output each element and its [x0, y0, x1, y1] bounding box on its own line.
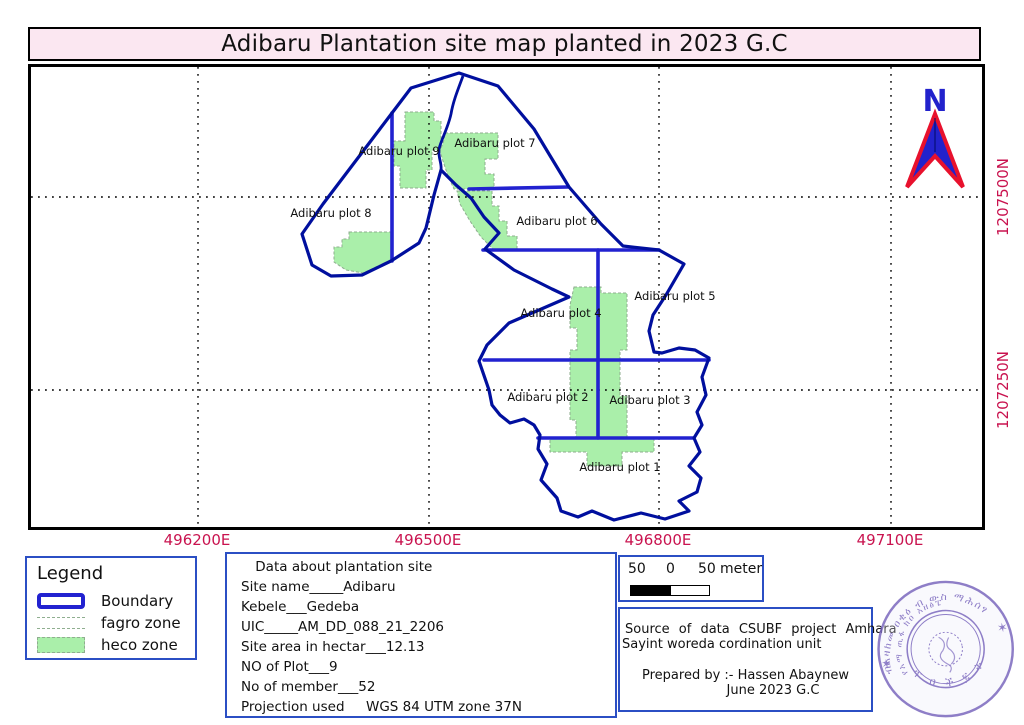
- map-title: Adibaru Plantation site map planted in 2…: [221, 31, 788, 57]
- north-arrow: N: [905, 84, 965, 189]
- plot-label-7: Adibaru plot 7: [454, 136, 535, 150]
- plot-label-1: Adibaru plot 1: [579, 460, 660, 474]
- legend-label-heco: heco zone: [101, 636, 178, 654]
- easting-label-496200: 496200E: [163, 531, 231, 549]
- northing-label-1207250: 1207250N: [994, 350, 1012, 430]
- map-drawing: Adibaru plot 9 Adibaru plot 7 Adibaru pl…: [31, 67, 982, 527]
- plot-labels: Adibaru plot 9 Adibaru plot 7 Adibaru pl…: [290, 136, 715, 474]
- site-name-line: Site name_____Adibaru: [241, 579, 396, 595]
- kebele-line: Kebele___Gedeba: [241, 599, 360, 615]
- plot-label-3: Adibaru plot 3: [609, 393, 690, 407]
- uic-line: UIC_____AM_DD_088_21_2206: [241, 619, 445, 635]
- map-canvas: Adibaru plot 9 Adibaru plot 7 Adibaru pl…: [28, 64, 985, 530]
- stamp-inner-ring-1: [906, 609, 985, 689]
- plot-count-line: NO of Plot___9: [241, 659, 338, 675]
- site-area-line: Site area in hectar___12.13: [241, 639, 425, 655]
- plot-label-4: Adibaru plot 4: [520, 306, 601, 320]
- plot-label-9: Adibaru plot 9: [358, 144, 439, 158]
- easting-label-496800: 496800E: [624, 531, 692, 549]
- projection-line: Projection used WGS 84 UTM zone 37N: [241, 699, 522, 715]
- scale-right-value: 50: [698, 561, 716, 577]
- site-info-heading: Data about plantation site: [251, 559, 433, 575]
- scale-unit-label: meter: [720, 561, 763, 577]
- scale-bar-icon: [630, 585, 710, 596]
- source-line-2: Sayint woreda cordination unit: [622, 637, 822, 652]
- stamp-emblem-scribble: [938, 636, 956, 673]
- heco-zones: [333, 111, 655, 467]
- legend-item-fagro: fagro zone: [37, 612, 185, 634]
- prepared-by-line: Prepared by :- Hassen Abaynew: [642, 668, 849, 683]
- legend-panel: Legend Boundary fagro zone heco zone: [25, 556, 197, 660]
- official-stamp: ብአዛከመ ዐቂዕ ብ ውስ ማሕሰፃ የአማ ጢፋ ክዐ አዘፅፔ ፕ በ ች…: [872, 580, 1014, 718]
- heco-zone-central-strip: [549, 286, 655, 467]
- member-count-line: No of member___52: [241, 679, 376, 695]
- easting-label-497100: 497100E: [856, 531, 924, 549]
- scale-bar-panel: 50 0 50 meter: [618, 555, 764, 602]
- grid-lines: [31, 67, 982, 527]
- stamp-star-left-icon: ✶: [880, 656, 895, 673]
- legend-title: Legend: [37, 563, 104, 584]
- stamp-star-right-icon: ✶: [996, 620, 1011, 637]
- site-info-panel: Data about plantation site Site name____…: [225, 552, 617, 718]
- northing-label-1207500: 1207500N: [994, 157, 1012, 237]
- legend-label-fagro: fagro zone: [101, 614, 181, 632]
- scale-bar-black-segment: [631, 586, 670, 595]
- source-panel: Source of data CSUBF project Amhara Sayi…: [618, 607, 897, 712]
- divider-plot7-plot6: [467, 185, 570, 191]
- plot-divider-lines: [390, 111, 711, 440]
- stamp-inner-ring-2: [910, 614, 981, 685]
- heco-swatch-icon: [37, 637, 85, 653]
- fagro-swatch-icon: [37, 617, 85, 629]
- plot-label-2: Adibaru plot 2: [507, 390, 588, 404]
- stamp-outer-ring: [877, 580, 1014, 718]
- plot-label-6: Adibaru plot 6: [516, 214, 597, 228]
- boundary-swatch-icon: [37, 593, 85, 609]
- plantation-boundary: [300, 71, 711, 522]
- divider-plot9-plot7: [437, 75, 465, 171]
- prepared-date-line: June 2023 G.C: [726, 683, 820, 698]
- legend-item-boundary: Boundary: [37, 590, 185, 612]
- scale-bar-white-segment: [670, 586, 709, 595]
- scale-left-value: 50: [628, 561, 646, 577]
- legend-label-boundary: Boundary: [101, 592, 174, 610]
- plot-label-5: Adibaru plot 5: [634, 289, 715, 303]
- map-title-bar: Adibaru Plantation site map planted in 2…: [28, 27, 981, 61]
- legend-item-heco: heco zone: [37, 634, 185, 656]
- plot-label-8: Adibaru plot 8: [290, 206, 371, 220]
- scale-zero-value: 0: [666, 561, 675, 577]
- source-line-1: Source of data CSUBF project Amhara: [625, 622, 897, 637]
- easting-label-496500: 496500E: [394, 531, 462, 549]
